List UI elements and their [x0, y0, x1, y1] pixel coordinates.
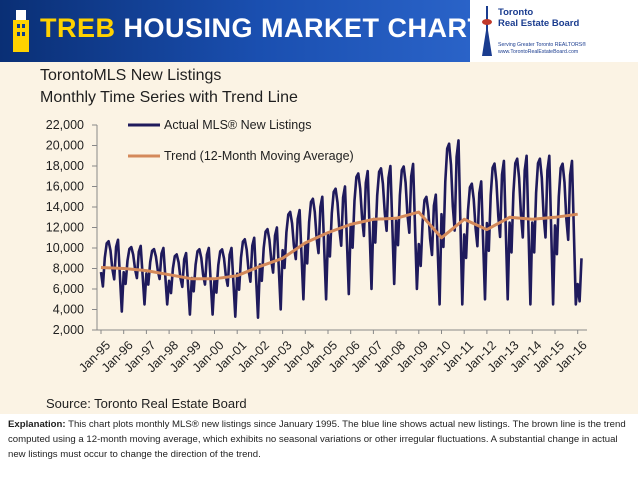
actual-series-line [99, 139, 583, 319]
y-tick-label: 18,000 [46, 159, 84, 173]
y-tick-label: 12,000 [46, 221, 84, 235]
board-logo: Toronto Real Estate Board Serving Greate… [470, 0, 638, 62]
explanation-box: Explanation: This chart plots monthly ML… [0, 414, 638, 479]
title-rest: HOUSING MARKET CHARTS [123, 13, 504, 43]
chart-title-line2: Monthly Time Series with Trend Line [40, 89, 298, 106]
board-subtext: Serving Greater Toronto REALTORS® www.To… [498, 42, 586, 55]
y-tick-label: 8,000 [53, 262, 84, 276]
board-tagline: Serving Greater Toronto REALTORS® [498, 42, 587, 48]
y-tick-label: 22,000 [46, 118, 84, 132]
explanation-text: This chart plots monthly MLS® new listin… [8, 419, 626, 460]
chart-source: Source: Toronto Real Estate Board [46, 396, 247, 411]
y-tick-label: 4,000 [53, 303, 84, 317]
legend-label-trend: Trend (12-Month Moving Average) [164, 149, 354, 163]
board-url: www.TorontoRealEstateBoard.com [498, 48, 579, 55]
y-tick-label: 10,000 [46, 241, 84, 255]
chart-panel: TorontoMLS New Listings Monthly Time Ser… [0, 62, 638, 414]
treb-building-icon [13, 10, 29, 52]
header-banner: TREB HOUSING MARKET CHARTS Toronto Real … [0, 0, 638, 62]
y-tick-label: 2,000 [53, 323, 84, 337]
board-name-line2: Real Estate Board [498, 18, 580, 29]
chart-title-line1: TorontoMLS New Listings [40, 67, 222, 84]
board-name-line1: Toronto [498, 7, 534, 18]
legend-label-actual: Actual MLS® New Listings [164, 118, 311, 132]
page-title: TREB HOUSING MARKET CHARTS [40, 13, 503, 44]
y-tick-label: 20,000 [46, 139, 84, 153]
banner-gradient [0, 0, 470, 62]
explanation-label: Explanation: [8, 419, 66, 430]
title-prefix: TREB [40, 13, 116, 43]
board-name: Toronto Real Estate Board [498, 7, 579, 29]
line-chart: 2,000 4,000 6,000 8,000 10,000 12,000 14,000 16… [46, 118, 590, 375]
cn-tower-icon [482, 6, 492, 56]
y-tick-label: 6,000 [53, 282, 84, 296]
trend-series-line [100, 210, 578, 281]
y-tick-label: 14,000 [46, 200, 84, 214]
y-tick-label: 16,000 [46, 180, 84, 194]
